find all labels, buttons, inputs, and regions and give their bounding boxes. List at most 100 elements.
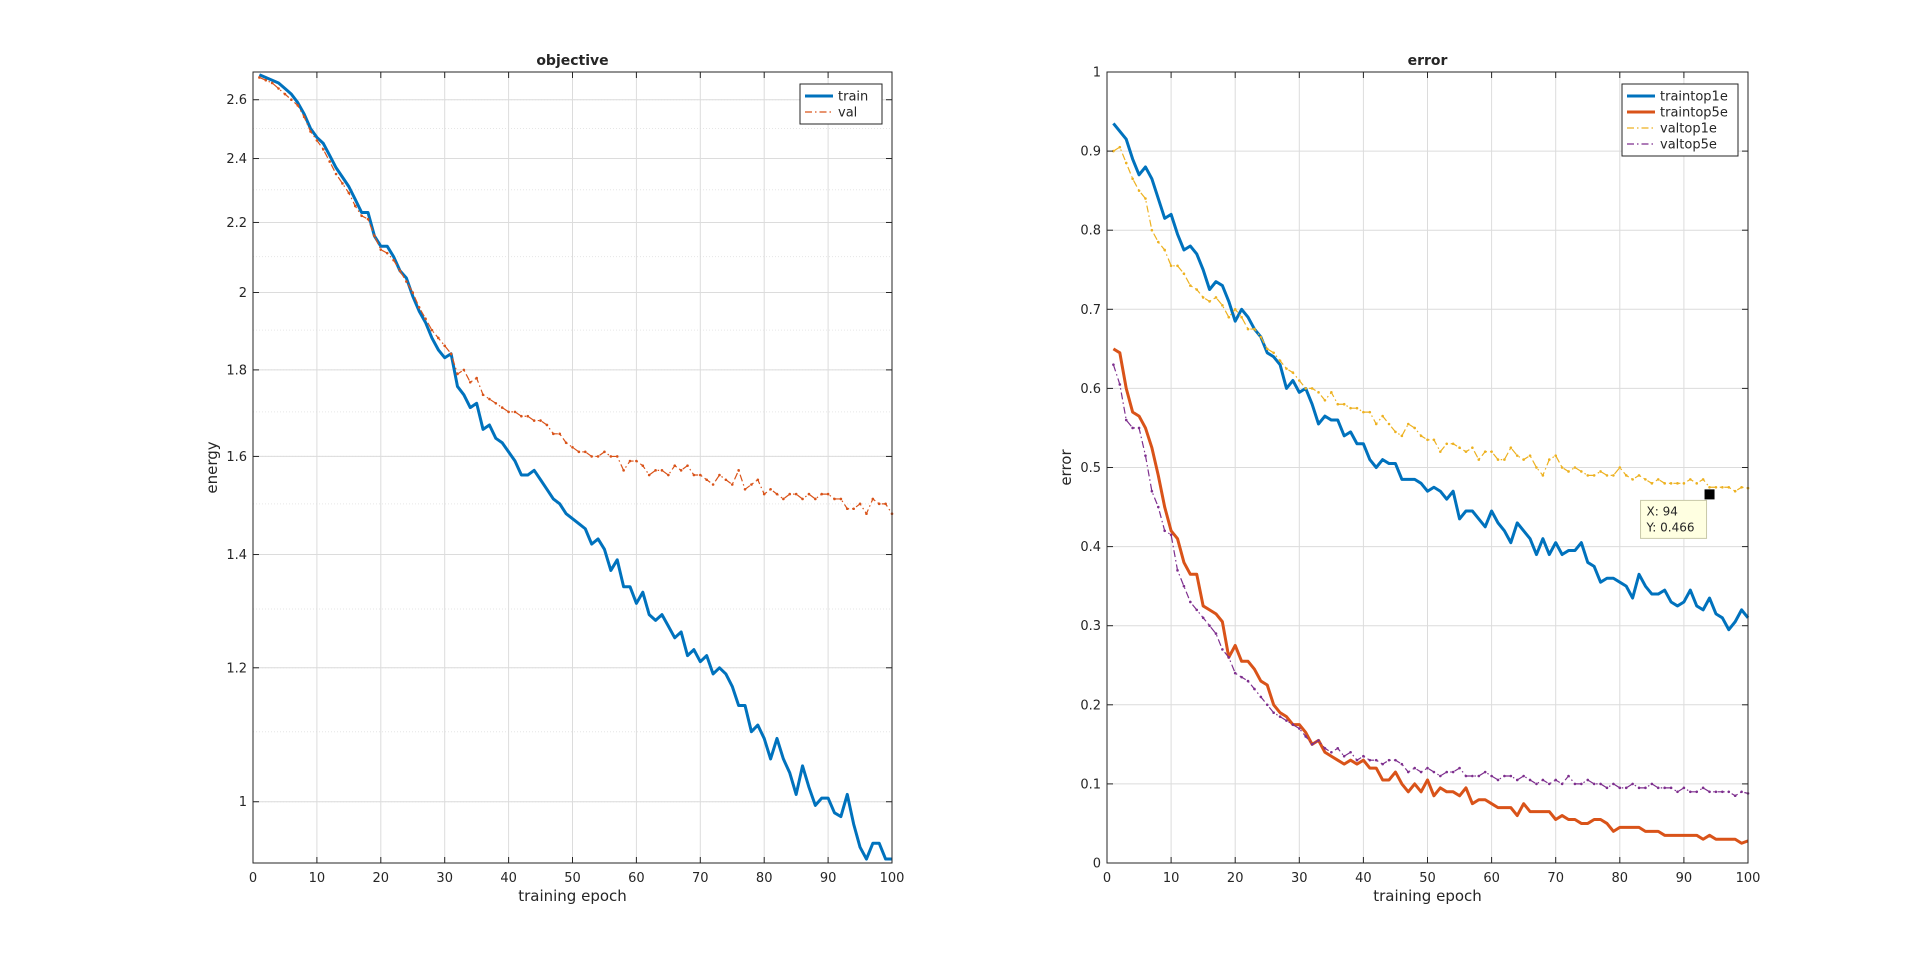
data-point: [1676, 790, 1679, 794]
data-point: [1445, 442, 1449, 446]
data-point: [1112, 149, 1115, 153]
data-point: [1265, 703, 1269, 707]
data-point: [424, 317, 427, 320]
x-tick-label: 10: [1163, 871, 1180, 886]
data-point: [1374, 758, 1378, 762]
data-point: [353, 204, 357, 208]
data-point: [475, 376, 478, 380]
data-point: [1124, 161, 1128, 165]
data-point: [1547, 458, 1551, 461]
data-point: [1669, 786, 1673, 790]
x-tick-label: 0: [249, 871, 257, 886]
data-point: [277, 87, 280, 90]
data-point: [552, 432, 555, 436]
data-point: [1368, 758, 1372, 762]
x-tick-label: 40: [1355, 871, 1372, 886]
data-point: [1695, 790, 1699, 794]
data-point: [622, 469, 625, 472]
data-point: [1118, 145, 1122, 149]
data-point: [1400, 434, 1404, 438]
series-line-train: [258, 73, 892, 861]
data-point: [1150, 228, 1154, 232]
x-tick-label: 70: [692, 871, 709, 886]
data-point: [756, 478, 760, 482]
x-tick-label: 30: [436, 871, 453, 886]
y-tick-label: 2.4: [226, 152, 247, 167]
data-point: [1631, 782, 1634, 786]
data-point: [1669, 482, 1673, 485]
data-point: [1541, 474, 1545, 477]
data-point: [1663, 786, 1666, 790]
y-tick-label: 0.5: [1080, 461, 1101, 476]
data-point: [1374, 422, 1378, 426]
data-point: [1182, 584, 1186, 588]
data-point: [1156, 505, 1160, 509]
data-point: [577, 450, 581, 454]
data-point: [571, 446, 574, 449]
axes: 0 10 20 30 40 50 60 70 80 90 100 0 0.1 0.2 0.3 0.4 0.5 0.…: [1080, 66, 1760, 887]
data-point: [1445, 770, 1449, 774]
legend-label: train: [838, 90, 868, 105]
data-point: [807, 492, 811, 496]
data-point: [1689, 790, 1692, 794]
data-point: [1349, 750, 1352, 754]
data-point: [1317, 739, 1320, 742]
data-point: [1131, 177, 1134, 181]
data-point: [1336, 402, 1340, 406]
data-point: [826, 492, 830, 496]
data-point: [507, 410, 510, 414]
data-point: [718, 473, 721, 477]
y-tick-label: 0.9: [1080, 145, 1101, 160]
x-tick-label: 60: [628, 871, 645, 886]
data-point: [1413, 766, 1416, 770]
data-point: [750, 483, 753, 486]
data-point: [456, 372, 459, 376]
y-tick-label: 0: [1093, 857, 1101, 872]
data-point: [1656, 786, 1660, 790]
data-point: [1560, 782, 1564, 786]
data-point: [1144, 197, 1147, 200]
data-point: [290, 98, 293, 102]
data-point: [769, 488, 772, 491]
data-point: [411, 291, 415, 294]
data-point: [673, 464, 677, 467]
legend-label: traintop1e: [1660, 90, 1728, 105]
data-point: [1124, 418, 1128, 422]
data-point: [1323, 398, 1327, 402]
data-point: [385, 251, 389, 255]
data-point: [1368, 410, 1372, 414]
data-point: [1515, 778, 1519, 782]
data-point: [762, 492, 766, 496]
chart-title: error: [1408, 53, 1448, 69]
data-point: [1259, 335, 1263, 339]
data-point: [270, 81, 274, 85]
y-tick-label: 0.7: [1080, 303, 1101, 318]
y-tick-label: 1: [239, 795, 247, 810]
data-point: [641, 464, 645, 467]
data-point: [1381, 762, 1384, 766]
data-point: [1310, 387, 1314, 390]
data-point: [1291, 723, 1295, 726]
series-line-traintop1e: [1112, 122, 1750, 632]
data-point: [1560, 466, 1564, 469]
data-point: [1547, 782, 1551, 786]
data-tip[interactable]: X: 94 Y: 0.466: [1640, 489, 1715, 539]
data-tip-marker[interactable]: [1704, 489, 1715, 500]
data-point: [1310, 743, 1314, 746]
data-point: [852, 507, 855, 511]
data-point: [564, 441, 568, 445]
data-point: [1426, 766, 1429, 770]
data-point: [1727, 790, 1731, 794]
data-point: [1208, 624, 1211, 627]
data-point: [1387, 758, 1391, 762]
error-plot: 0 10 20 30 40 50 60 70 80 90 100 0 0.1 0.2 0.3 0.4 0.5 0.…: [1057, 53, 1760, 905]
data-point: [1714, 790, 1718, 794]
data-point: [1733, 794, 1737, 798]
data-point: [1541, 778, 1545, 782]
data-point: [1330, 750, 1333, 754]
data-point: [373, 234, 376, 238]
data-point: [1227, 315, 1231, 319]
data-point: [654, 469, 657, 472]
data-point: [1169, 264, 1173, 268]
